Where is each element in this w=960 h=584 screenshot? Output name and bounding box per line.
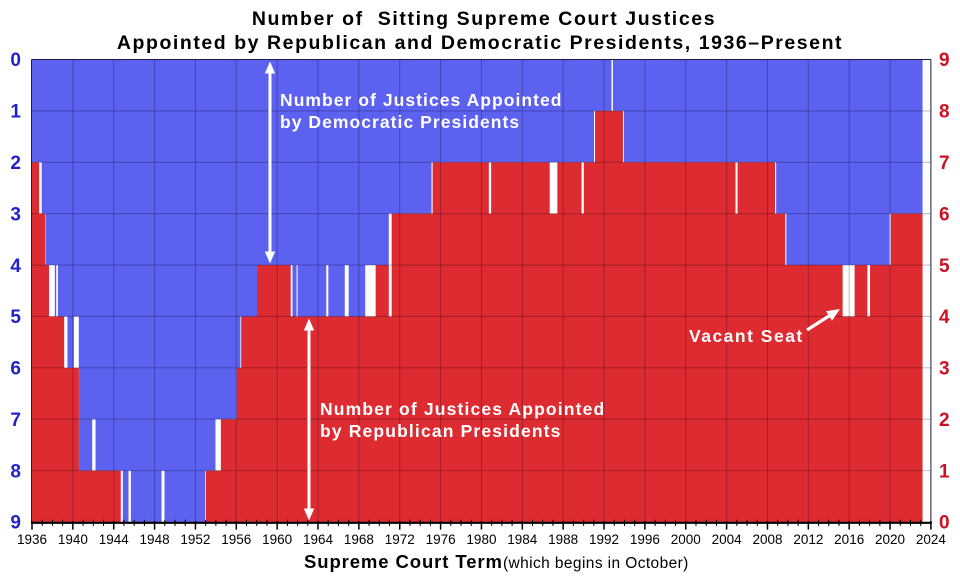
svg-text:1968: 1968 [344,532,374,547]
svg-text:1992: 1992 [589,532,619,547]
svg-text:1: 1 [939,461,950,482]
svg-text:2024: 2024 [916,532,947,547]
svg-text:9: 9 [939,50,950,71]
svg-text:1940: 1940 [58,532,88,547]
svg-text:2: 2 [939,410,950,431]
svg-text:by Democratic Presidents: by Democratic Presidents [280,112,520,132]
svg-text:Supreme Court Term: Supreme Court Term [304,551,503,572]
svg-text:1996: 1996 [630,532,660,547]
svg-text:0: 0 [10,50,21,71]
svg-text:1944: 1944 [99,532,130,547]
svg-text:2000: 2000 [671,532,701,547]
svg-text:2008: 2008 [752,532,782,547]
svg-text:2020: 2020 [875,532,905,547]
svg-text:Number of Justices Appointed: Number of Justices Appointed [280,90,563,110]
svg-text:1960: 1960 [262,532,292,547]
svg-text:2004: 2004 [712,532,743,547]
svg-text:1956: 1956 [221,532,251,547]
svg-text:4: 4 [939,307,950,328]
svg-text:2016: 2016 [834,532,864,547]
svg-text:(which begins in October): (which begins in October) [503,555,689,572]
svg-text:1952: 1952 [180,532,210,547]
svg-text:7: 7 [939,153,950,174]
svg-text:1976: 1976 [426,532,456,547]
svg-text:9: 9 [10,513,21,534]
svg-text:1948: 1948 [140,532,170,547]
svg-text:1988: 1988 [548,532,578,547]
svg-text:1936: 1936 [17,532,47,547]
svg-text:0: 0 [939,513,950,534]
svg-text:4: 4 [10,256,21,277]
svg-text:8: 8 [939,102,950,123]
svg-text:3: 3 [939,359,950,380]
svg-text:2: 2 [10,153,21,174]
svg-text:Number of Justices Appointed: Number of Justices Appointed [320,399,605,419]
svg-text:1964: 1964 [303,532,334,547]
svg-text:1972: 1972 [385,532,415,547]
svg-text:Vacant Seat: Vacant Seat [689,326,804,346]
svg-text:7: 7 [10,410,21,431]
svg-text:8: 8 [10,461,21,482]
svg-text:6: 6 [939,204,950,225]
svg-text:5: 5 [939,256,950,277]
svg-text:2012: 2012 [793,532,823,547]
svg-text:1980: 1980 [466,532,496,547]
svg-text:6: 6 [10,359,21,380]
svg-text:Number of Sitting Supreme Cou: Number of Sitting Supreme Court Justices [252,8,716,30]
svg-text:3: 3 [10,204,21,225]
svg-text:Appointed by Republican and De: Appointed by Republican and Democratic P… [117,32,843,54]
svg-text:5: 5 [10,307,21,328]
svg-text:1: 1 [10,102,21,123]
svg-text:by Republican Presidents: by Republican Presidents [320,421,562,441]
svg-text:1984: 1984 [507,532,538,547]
